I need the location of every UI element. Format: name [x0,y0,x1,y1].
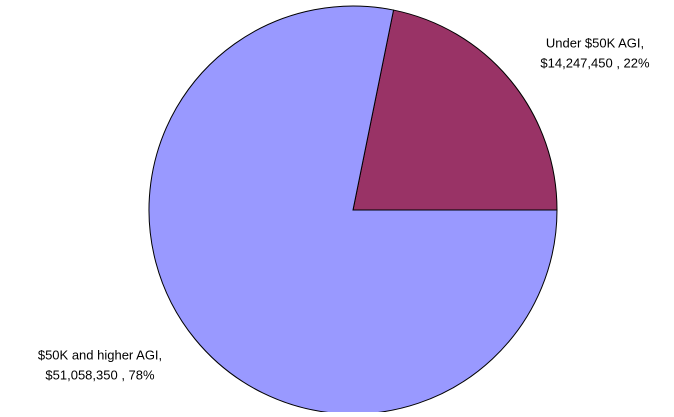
slice-value-label: $51,058,350 , 78% [45,367,155,382]
slice-value-label: $14,247,450 , 22% [540,55,650,70]
pie-slice [352,9,558,211]
slice-label: Under $50K AGI, [546,35,644,50]
slice-label: $50K and higher AGI, [38,347,162,362]
pie-slice [148,5,558,415]
